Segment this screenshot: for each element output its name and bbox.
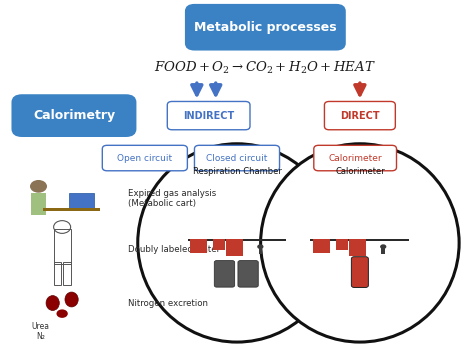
FancyBboxPatch shape <box>186 5 345 49</box>
Bar <box>54 229 71 264</box>
FancyBboxPatch shape <box>12 95 136 136</box>
Ellipse shape <box>65 292 78 307</box>
FancyBboxPatch shape <box>314 145 397 171</box>
Bar <box>349 239 366 256</box>
Bar <box>190 239 207 253</box>
Ellipse shape <box>46 296 59 311</box>
Bar <box>54 262 61 285</box>
Circle shape <box>380 244 386 249</box>
Bar <box>382 247 385 254</box>
Bar <box>213 239 225 250</box>
Bar <box>188 239 286 241</box>
Bar <box>226 239 243 256</box>
Text: Doubly labeled water: Doubly labeled water <box>128 246 220 255</box>
FancyBboxPatch shape <box>214 261 235 287</box>
Ellipse shape <box>261 144 459 342</box>
Text: Closed circuit: Closed circuit <box>206 154 268 163</box>
Text: Calorimetry: Calorimetry <box>33 109 115 122</box>
Bar <box>63 262 71 285</box>
FancyBboxPatch shape <box>238 261 258 287</box>
Text: Open circuit: Open circuit <box>117 154 173 163</box>
Text: Urea
N₂: Urea N₂ <box>32 322 50 341</box>
Bar <box>313 239 330 253</box>
Bar <box>43 208 100 211</box>
FancyBboxPatch shape <box>324 102 395 130</box>
Bar <box>258 247 262 254</box>
Text: Calorimeter: Calorimeter <box>328 154 382 163</box>
Text: Metabolic processes: Metabolic processes <box>194 21 337 34</box>
Bar <box>336 239 348 250</box>
Bar <box>310 239 409 241</box>
Circle shape <box>30 180 47 193</box>
FancyBboxPatch shape <box>351 257 368 288</box>
Circle shape <box>56 310 68 318</box>
FancyBboxPatch shape <box>102 145 187 171</box>
Text: DIRECT: DIRECT <box>340 111 380 121</box>
Circle shape <box>257 244 264 249</box>
FancyBboxPatch shape <box>167 102 250 130</box>
Ellipse shape <box>138 144 336 342</box>
Text: Nitrogen excretion: Nitrogen excretion <box>128 299 208 307</box>
Bar <box>69 193 94 208</box>
Text: Calorimeter: Calorimeter <box>335 167 385 176</box>
Text: Respiration Chamber: Respiration Chamber <box>192 167 282 176</box>
FancyBboxPatch shape <box>194 145 280 171</box>
Text: INDIRECT: INDIRECT <box>183 111 234 121</box>
Text: Expired gas analysis
(Metabolic cart): Expired gas analysis (Metabolic cart) <box>128 189 217 208</box>
Bar <box>31 193 46 215</box>
Text: $\mathit{FOOD} + O_2 \rightarrow CO_2 + H_2O + \mathit{HEAT}$: $\mathit{FOOD} + O_2 \rightarrow CO_2 + … <box>155 60 376 76</box>
